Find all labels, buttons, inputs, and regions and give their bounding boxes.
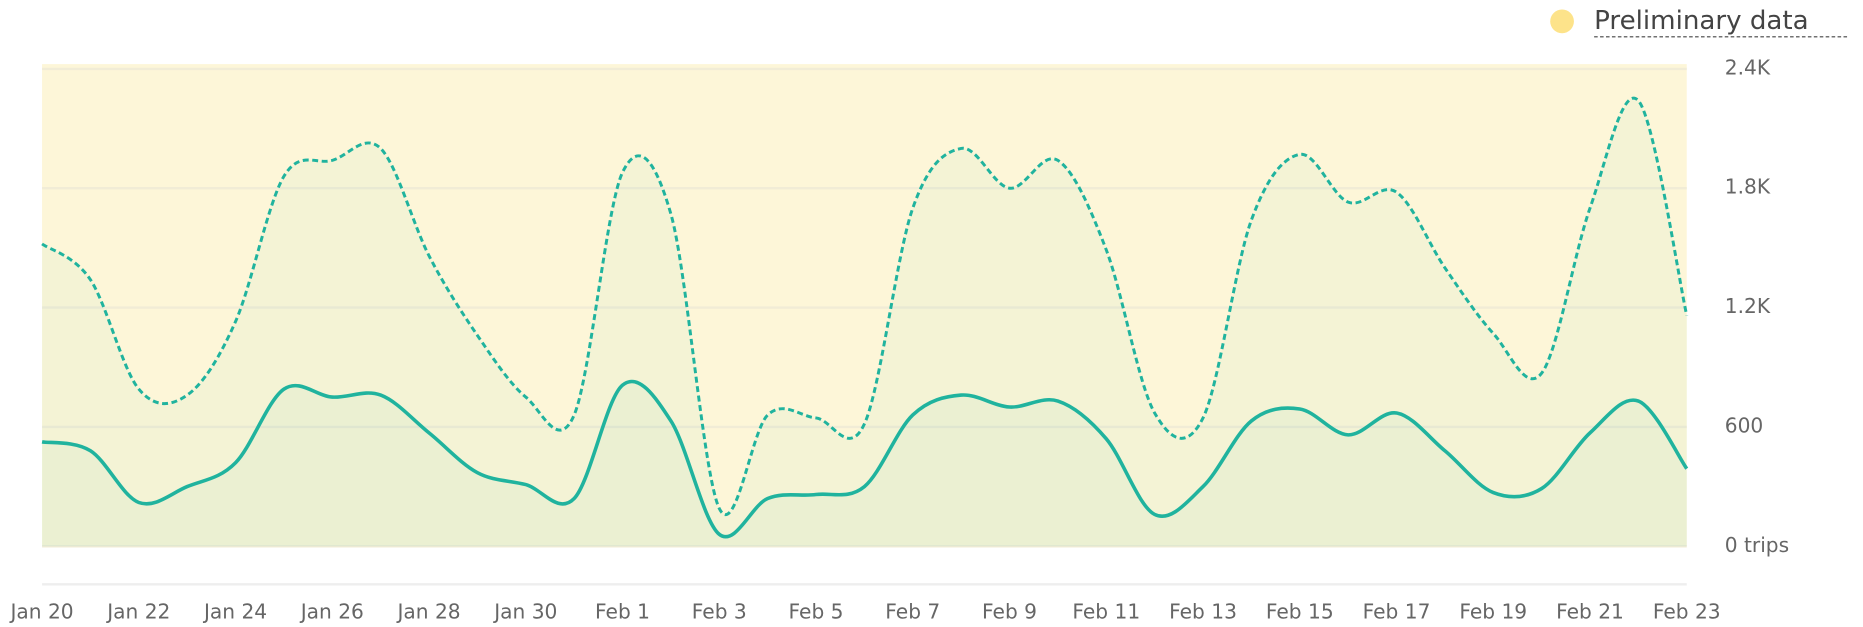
x-tick-label: Feb 3 [692,599,747,623]
legend-dot [1550,9,1574,34]
x-tick-label: Feb 21 [1556,599,1624,623]
y-tick-label: 0 trips [1725,533,1789,557]
dashed-line [41,96,1689,517]
y-tick-label: 1.2K [1725,294,1771,318]
x-tick-label: Feb 23 [1653,599,1721,623]
x-tick-label: Jan 20 [8,599,73,623]
x-tick-label: Feb 9 [982,599,1037,623]
x-tick-label: Feb 1 [595,599,650,623]
x-tick-label: Jan 30 [492,599,557,623]
x-tick-label: Feb 15 [1266,599,1334,623]
y-tick-label: 1.8K [1725,175,1771,199]
legend-label[interactable]: Preliminary data [1594,6,1809,36]
y-tick-label: 2.4K [1725,55,1771,79]
y-tick-label: 600 [1725,413,1764,437]
x-tick-label: Feb 17 [1363,599,1431,623]
x-tick-label: Feb 13 [1169,599,1237,623]
x-tick-label: Jan 28 [395,599,460,623]
preliminary-region [42,64,1687,547]
series-area [42,381,1687,547]
x-tick-label: Feb 19 [1459,599,1527,623]
x-tick-label: Feb 11 [1072,599,1140,623]
solid-line [41,379,1689,539]
x-tick-label: Jan 26 [299,599,364,623]
x-tick-label: Feb 7 [885,599,940,623]
series-area [42,98,1687,547]
x-tick-label: Jan 22 [105,599,170,623]
x-tick-label: Feb 5 [789,599,844,623]
x-tick-label: Jan 24 [202,599,267,623]
